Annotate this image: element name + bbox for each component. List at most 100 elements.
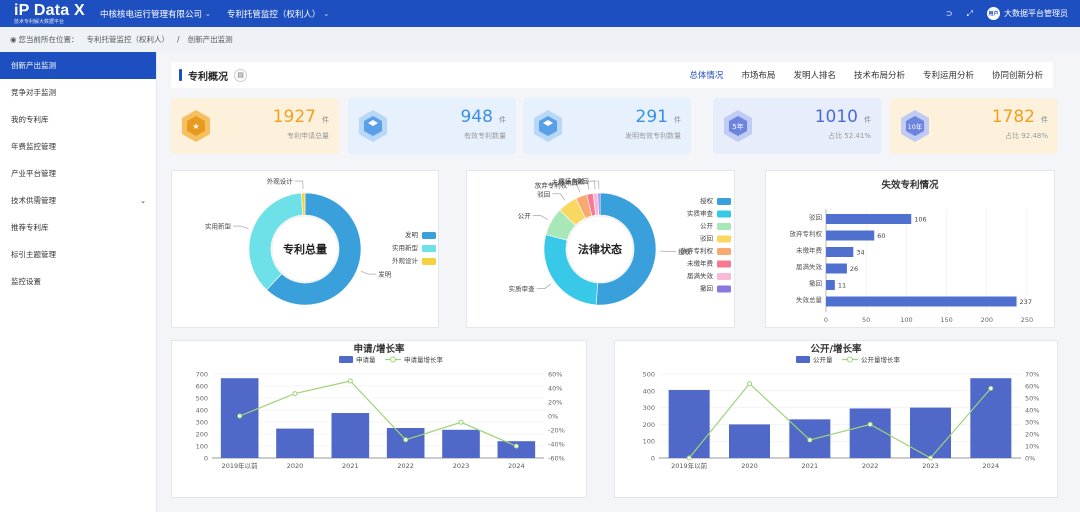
donut-slice	[597, 192, 601, 216]
y2-tick-label: 50%	[1025, 395, 1039, 403]
bar	[909, 407, 952, 458]
legend-label: 发明	[405, 230, 419, 239]
sidebar-item-monitor-settings[interactable]: 监控设置	[0, 268, 156, 295]
sidebar-item-index-topics[interactable]: 标引主题管理	[0, 241, 156, 268]
x-tick-label: 2022	[862, 462, 879, 470]
stat-5year-label: 占比 52.41%	[828, 132, 871, 140]
module-selector[interactable]: 专利托管监控（权利人） ⌄	[227, 8, 329, 20]
fullscreen-icon[interactable]: ⤢	[966, 8, 973, 18]
legend-swatch	[717, 198, 731, 205]
y-tick-label: 失效总量	[796, 295, 823, 304]
legend-label: 外观设计	[392, 256, 419, 265]
y-tick-label: 驳回	[809, 214, 822, 222]
user-name: 大数据平台管理员	[1004, 9, 1068, 18]
x-tick-label: 250	[1021, 316, 1033, 324]
tab-collaboration[interactable]: 协同创新分析	[991, 71, 1043, 81]
y2-tick-label: 40%	[1025, 407, 1039, 415]
bar	[826, 263, 847, 274]
sidebar-item-innovation[interactable]: 创新产出监测	[0, 52, 156, 79]
x-tick-label: 0	[824, 316, 828, 324]
bar	[386, 428, 425, 458]
tab-inventor[interactable]: 发明人排名	[793, 71, 836, 81]
tab-tech-layout[interactable]: 技术布局分析	[853, 71, 905, 81]
breadcrumb-item-module[interactable]: 专利托管监控（权利人）	[86, 35, 170, 44]
sidebar-item-annual-fee[interactable]: 年费监控管理	[0, 133, 156, 160]
slice-label: 实用新型	[205, 222, 232, 231]
bar	[970, 378, 1012, 458]
y2-tick-label: 70%	[1025, 371, 1039, 379]
main-content: 专利概况 ▤ 总体情况 市场布局 发明人排名 技术布局分析 专利运用分析 协同创…	[165, 56, 1075, 512]
label-line	[536, 283, 552, 289]
stat-unit: 件	[674, 116, 681, 124]
stat-total-label: 专利申请总量	[287, 132, 329, 140]
stat-valid-value: 948	[460, 107, 493, 127]
sidebar-item-my-patents[interactable]: 我的专利库	[0, 106, 156, 133]
x-tick-label: 2020	[287, 462, 304, 470]
legend-label: 驳回	[700, 235, 713, 243]
stat-invention-value: 291	[635, 107, 668, 127]
legend-swatch	[717, 210, 731, 218]
org-selector[interactable]: 中核核电运行管理有限公司 ⌄	[100, 8, 211, 20]
bar	[826, 280, 835, 290]
chevron-down-icon: ⌄	[323, 9, 330, 18]
logo[interactable]: iP Data X 技术专利解大数据平台	[0, 2, 95, 25]
module-selector-label: 专利托管监控（权利人）	[226, 9, 321, 20]
top-bar: iP Data X 技术专利解大数据平台 中核核电运行管理有限公司 ⌄ 专利托管监…	[0, 0, 1080, 27]
slice-label: 实质审查	[509, 284, 536, 293]
donut-slice	[266, 192, 362, 306]
legal-status-panel: 授权 实质审查 公开 驳回 放弃专利权 未缴年费 届满失效 撤回 法律状态 授权 实质审查 公开 驳回放…	[466, 170, 735, 328]
legend-label: 实用新型	[392, 243, 419, 252]
document-icon[interactable]: ▤	[234, 68, 247, 82]
slice-label: 外观设计	[267, 177, 294, 186]
tab-market[interactable]: 市场布局	[741, 71, 776, 81]
sidebar-item-supply-demand[interactable]: 技术供需管理 ⌄	[0, 187, 156, 214]
sidebar-item-label: 推荐专利库	[11, 223, 49, 232]
growth-point	[292, 391, 298, 397]
y-tick-label: 0	[204, 455, 208, 463]
overview-header: 专利概况 ▤ 总体情况 市场布局 发明人排名 技术布局分析 专利运用分析 协同创…	[171, 62, 1053, 88]
growth-point	[928, 455, 933, 461]
user-menu[interactable]: 用户 大数据平台管理员	[987, 7, 1068, 20]
y2-tick-label: 0%	[548, 413, 558, 421]
tab-overall[interactable]: 总体情况	[689, 71, 724, 81]
stat-unit: 件	[499, 116, 506, 124]
legend-swatch	[422, 232, 436, 239]
x-tick-label: 100	[900, 316, 912, 324]
stat-card-10year: 10年 1782 件 占比 92.48%	[890, 98, 1058, 154]
badge-10-year-text: 10年	[908, 122, 923, 131]
org-selector-label: 中核核电运行管理有限公司	[100, 9, 203, 20]
exit-icon[interactable]: ⊃	[945, 9, 953, 18]
y2-tick-label: -60%	[548, 455, 565, 463]
legend-swatch-bar	[339, 356, 353, 363]
legend-label: 授权	[700, 196, 714, 205]
stat-5year-value: 1010	[814, 107, 858, 127]
sidebar-item-competitor[interactable]: 竞争对手监测	[0, 79, 156, 106]
y2-tick-label: 30%	[1025, 419, 1039, 427]
label-line	[552, 193, 566, 201]
label-line	[294, 180, 304, 190]
svg-text:★: ★	[192, 122, 199, 131]
badge-5-year-text: 5年	[732, 122, 743, 131]
stat-card-valid: 948 件 有效专利数量	[348, 98, 516, 154]
y-tick-label: 届满失效	[796, 262, 823, 271]
bar-value-label: 11	[838, 282, 846, 290]
slice-label: 授权	[678, 247, 692, 256]
stat-unit: 件	[1041, 116, 1048, 124]
bar	[276, 428, 314, 458]
legend-label-bar: 公开量	[813, 356, 833, 364]
label-line	[590, 180, 600, 190]
donut-center	[566, 215, 634, 283]
x-tick-label: 2022	[397, 462, 414, 470]
chevron-down-icon: ⌄	[205, 9, 211, 18]
legend-label: 届满失效	[687, 271, 714, 280]
tab-application[interactable]: 专利运用分析	[922, 71, 974, 81]
legend-label: 公开	[700, 222, 714, 230]
sidebar-item-label: 产业平台管理	[11, 169, 56, 178]
stat-unit: 件	[322, 116, 329, 124]
sidebar-item-recommend[interactable]: 推荐专利库	[0, 214, 156, 241]
legend-swatch	[717, 235, 731, 243]
x-tick-label: 50	[862, 316, 870, 324]
legend-swatch	[717, 273, 731, 280]
y-tick-label: 200	[643, 421, 655, 429]
sidebar-item-industry[interactable]: 产业平台管理	[0, 160, 156, 187]
